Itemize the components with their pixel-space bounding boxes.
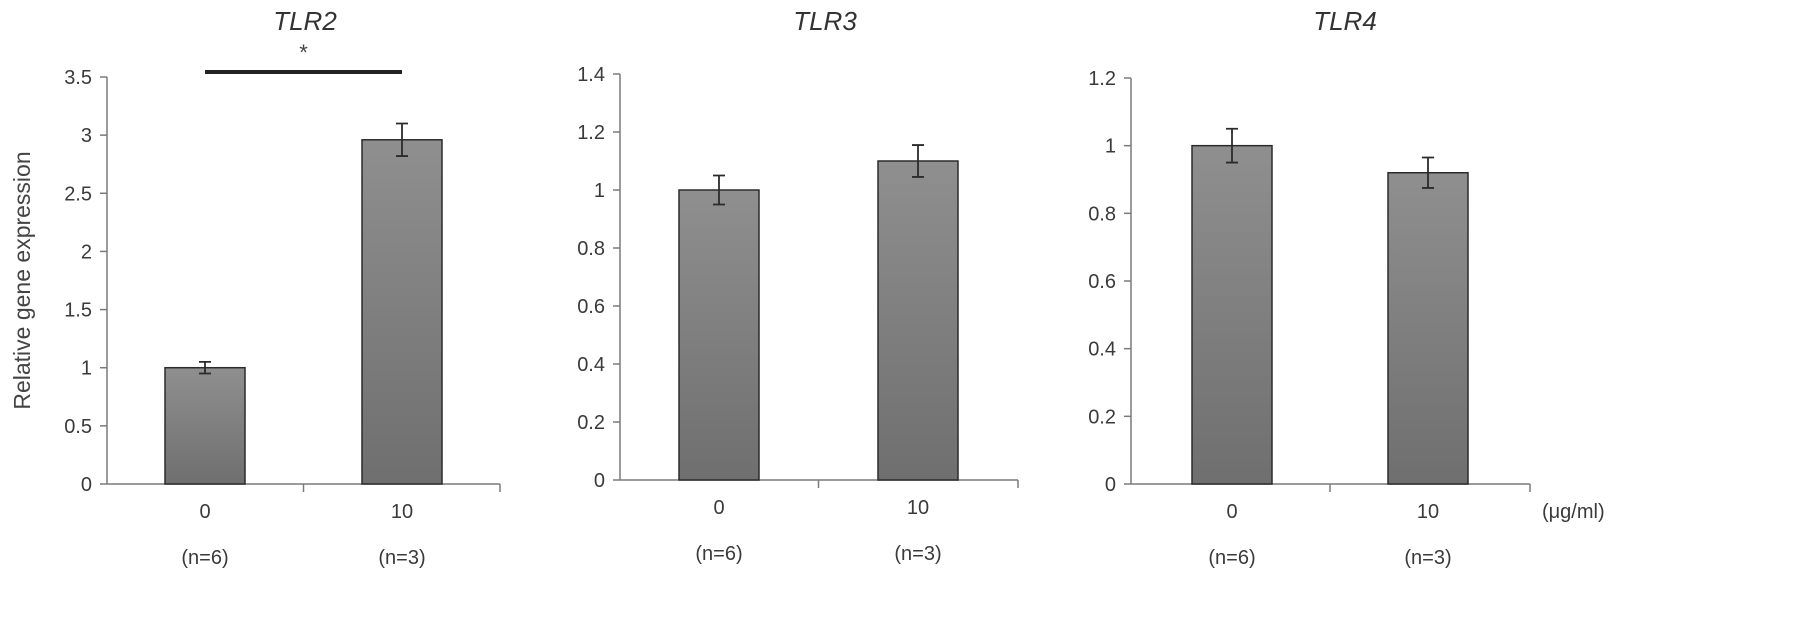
- y-tick-label: 0: [81, 474, 92, 496]
- x-category-label: 0: [199, 501, 210, 523]
- y-tick-label: 0: [594, 470, 605, 492]
- significance-asterisk: *: [299, 40, 308, 65]
- sample-size-label: (n=3): [378, 547, 425, 569]
- y-tick-label: 0.6: [1088, 271, 1116, 293]
- sample-size-label: (n=6): [181, 547, 228, 569]
- chart-panel-3: TLR4 0 0.2 0.4 0.6 0.8 1 1.2 0 (n=6) 10 (n=3) (μg/ml…: [1088, 6, 1604, 569]
- chart-title: TLR2: [273, 6, 337, 36]
- x-category-label: 10: [907, 497, 929, 519]
- y-tick-label: 2: [81, 241, 92, 263]
- y-tick-label: 0.2: [1088, 406, 1116, 428]
- bar-0: [678, 189, 760, 481]
- chart-panel-2: TLR3 0 0.2 0.4 0.6 0.8 1 1.2 1.4 0 (n=6) 10 (n=3): [577, 6, 1019, 565]
- x-category-label: 0: [713, 497, 724, 519]
- y-tick-label: 2.5: [64, 183, 92, 205]
- y-tick-label: 1: [81, 358, 92, 380]
- chart-title: TLR3: [793, 6, 857, 36]
- x-category-label: 10: [391, 501, 413, 523]
- bar-0: [164, 366, 246, 485]
- y-tick-label: 0.8: [577, 238, 605, 260]
- y-tick-label: 0.4: [577, 354, 605, 376]
- x-category-label: 10: [1417, 501, 1439, 523]
- error-bar: [396, 122, 408, 157]
- y-tick-label: 1: [594, 180, 605, 202]
- bar-10: [1387, 171, 1469, 485]
- y-tick-label: 0.6: [577, 296, 605, 318]
- chart-panel-1: TLR2 0 0.5 1 1.5 2 2.5 3 3.5 0 (n=6) 10 (n=3) * Relati…: [9, 6, 501, 569]
- error-bar: [912, 144, 924, 178]
- y-tick-label: 1.5: [64, 300, 92, 322]
- y-tick-label: 1.4: [577, 64, 605, 86]
- y-tick-label: 0.5: [64, 416, 92, 438]
- y-tick-label: 0.2: [577, 412, 605, 434]
- x-unit-label: (μg/ml): [1542, 501, 1605, 523]
- sample-size-label: (n=6): [1208, 547, 1255, 569]
- y-tick-label: 0.4: [1088, 339, 1116, 361]
- error-bar: [713, 174, 725, 206]
- y-tick-label: 1.2: [1088, 68, 1116, 90]
- error-bar: [1226, 127, 1238, 164]
- error-bar: [1422, 156, 1434, 189]
- bar-0: [1191, 144, 1273, 485]
- sample-size-label: (n=3): [1404, 547, 1451, 569]
- y-tick-label: 1: [1105, 136, 1116, 158]
- y-axis-title: Relative gene expression: [9, 151, 35, 409]
- sample-size-label: (n=3): [894, 543, 941, 565]
- y-tick-label: 1.2: [577, 122, 605, 144]
- y-tick-label: 0: [1105, 474, 1116, 496]
- error-bar: [199, 361, 211, 375]
- sample-size-label: (n=6): [695, 543, 742, 565]
- chart-title: TLR4: [1313, 6, 1377, 36]
- y-tick-label: 3: [81, 125, 92, 147]
- x-category-label: 0: [1226, 501, 1237, 523]
- bar-10: [361, 139, 443, 485]
- y-tick-label: 3.5: [64, 67, 92, 89]
- bar-10: [877, 160, 959, 481]
- y-tick-label: 0.8: [1088, 203, 1116, 225]
